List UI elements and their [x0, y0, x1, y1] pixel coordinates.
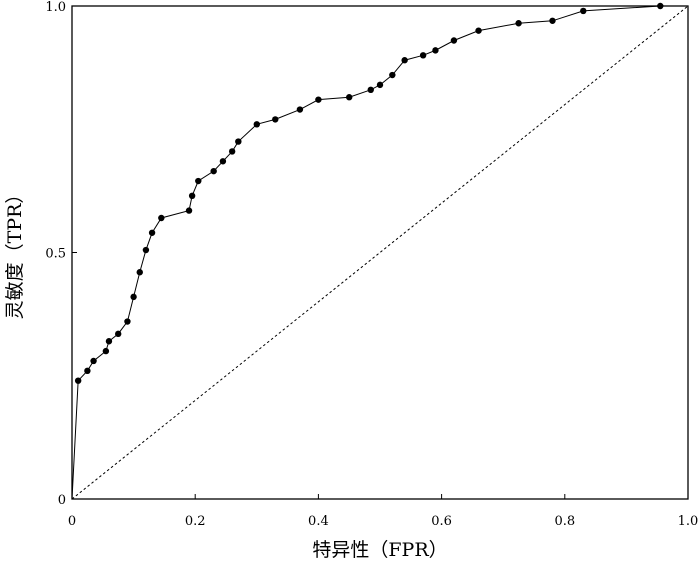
points-layer	[74, 2, 664, 384]
roc-point	[475, 27, 482, 34]
roc-point	[90, 357, 97, 365]
roc-point	[389, 71, 396, 79]
roc-point	[401, 57, 408, 64]
roc-point	[115, 330, 122, 338]
y-axis-title: 灵敏度（TPR）	[4, 185, 26, 320]
x-tick-label: 0.2	[185, 514, 206, 529]
diagonal-layer	[71, 5, 689, 500]
roc-point	[188, 192, 196, 200]
y-axis-ticks: 0 0.5 1.0	[45, 0, 77, 508]
roc-point	[158, 214, 165, 222]
roc-point	[450, 37, 458, 44]
y-tick-label: 0	[58, 493, 66, 508]
x-tick-label: 1.0	[678, 514, 699, 529]
roc-point	[272, 116, 279, 123]
roc-point	[124, 318, 131, 325]
y-tick-label: 1.0	[45, 0, 66, 15]
roc-point	[432, 47, 439, 54]
roc-point	[74, 377, 82, 384]
roc-point	[253, 121, 260, 128]
roc-point	[580, 7, 587, 15]
roc-point	[376, 81, 384, 89]
roc-point	[148, 229, 156, 236]
x-axis-ticks: 0 0.2 0.4 0.6 0.8 1.0	[68, 494, 698, 529]
roc-point	[102, 347, 110, 355]
roc-point	[105, 338, 113, 345]
roc-point	[367, 86, 374, 94]
roc-point	[130, 293, 137, 301]
roc-point	[315, 96, 322, 103]
x-tick-label: 0	[68, 514, 76, 529]
roc-point	[515, 20, 522, 27]
roc-point	[549, 17, 556, 24]
roc-point	[136, 269, 143, 276]
curve-layer	[71, 5, 661, 500]
x-tick-label: 0.4	[308, 514, 329, 529]
roc-point	[346, 94, 353, 101]
roc-point	[185, 207, 193, 214]
roc-point	[419, 52, 427, 59]
roc-curve-line	[71, 5, 661, 500]
roc-point	[219, 158, 227, 165]
reference-diagonal-line	[71, 5, 689, 500]
y-tick-label: 0.5	[45, 247, 66, 262]
roc-point	[228, 148, 236, 155]
roc-point	[84, 367, 91, 375]
roc-point	[235, 138, 242, 145]
roc-point	[142, 246, 150, 254]
roc-point	[210, 167, 217, 175]
x-tick-label: 0.8	[554, 514, 575, 529]
x-tick-label: 0.6	[431, 514, 452, 529]
roc-point	[296, 106, 304, 113]
x-axis-title: 特异性（FPR）	[312, 539, 447, 561]
roc-point	[195, 177, 202, 185]
